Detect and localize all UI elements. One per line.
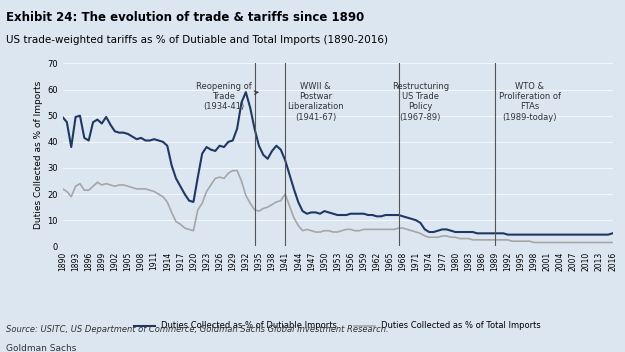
Duties Collected as % of Total Imports [609,240,616,245]
Duties Collected as % of Total Imports [391,227,398,232]
Y-axis label: Duties Collected as % of Imports: Duties Collected as % of Imports [34,81,43,229]
Duties Collected as % of Dutiable Imports [578,233,586,237]
Duties Collected as % of Dutiable Imports [609,231,616,235]
Text: US trade-weighted tariffs as % of Dutiable and Total Imports (1890-2016): US trade-weighted tariffs as % of Dutiab… [6,35,388,45]
Line: Duties Collected as % of Dutiable Imports: Duties Collected as % of Dutiable Import… [62,92,612,235]
Duties Collected as % of Dutiable Imports [504,233,511,237]
Duties Collected as % of Total Imports [530,240,538,245]
Text: Restructuring
US Trade
Policy
(1967-89): Restructuring US Trade Policy (1967-89) [392,82,449,122]
Text: Source: USITC, US Department of Commerce, Goldman Sachs Global Investment Resear: Source: USITC, US Department of Commerce… [6,325,389,334]
Duties Collected as % of Total Imports [382,227,389,232]
Duties Collected as % of Dutiable Imports [412,218,420,222]
Duties Collected as % of Total Imports [578,240,586,245]
Duties Collected as % of Dutiable Imports [382,213,389,217]
Duties Collected as % of Dutiable Imports [242,90,249,94]
Text: Exhibit 24: The evolution of trade & tariffs since 1890: Exhibit 24: The evolution of trade & tar… [6,11,364,24]
Duties Collected as % of Total Imports [526,239,533,243]
Duties Collected as % of Total Imports [59,187,66,191]
Duties Collected as % of Total Imports [229,169,236,173]
Duties Collected as % of Dutiable Imports [391,213,398,217]
Duties Collected as % of Total Imports [412,230,420,234]
Text: Reopening of
Trade
(1934-41): Reopening of Trade (1934-41) [196,82,258,112]
Legend: Duties Collected as % of Dutiable Imports, Duties Collected as % of Total Import: Duties Collected as % of Dutiable Import… [131,318,544,334]
Line: Duties Collected as % of Total Imports: Duties Collected as % of Total Imports [62,171,612,243]
Duties Collected as % of Total Imports [85,188,92,192]
Duties Collected as % of Dutiable Imports [530,233,538,237]
Text: Goldman Sachs: Goldman Sachs [6,344,77,352]
Text: WTO &
Proliferation of
FTAs
(1989-today): WTO & Proliferation of FTAs (1989-today) [499,82,561,122]
Duties Collected as % of Dutiable Imports [85,138,92,143]
Text: WWII &
Postwar
Liberalization
(1941-67): WWII & Postwar Liberalization (1941-67) [288,82,344,122]
Duties Collected as % of Dutiable Imports [59,115,66,119]
